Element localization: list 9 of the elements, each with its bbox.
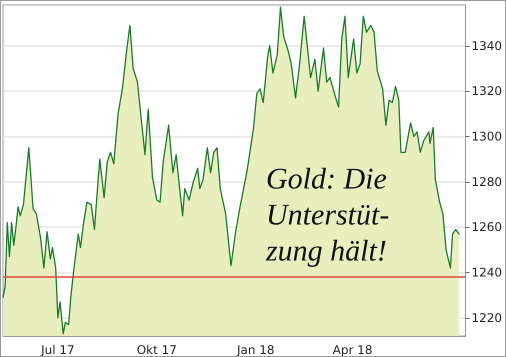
y-tick-label: 1280 [471, 174, 502, 189]
y-tick-label: 1240 [471, 266, 502, 280]
annotation: Gold: Die Unterstüt- zung hält! [265, 162, 390, 268]
y-tick-label: 1340 [471, 38, 502, 53]
x-tick-label: Okt 17 [136, 343, 177, 357]
y-tick-label: 1320 [471, 84, 502, 98]
y-tick-label: 1300 [471, 129, 502, 144]
y-tick-label: 1220 [471, 310, 502, 325]
y-tick-label: 1260 [471, 220, 502, 234]
